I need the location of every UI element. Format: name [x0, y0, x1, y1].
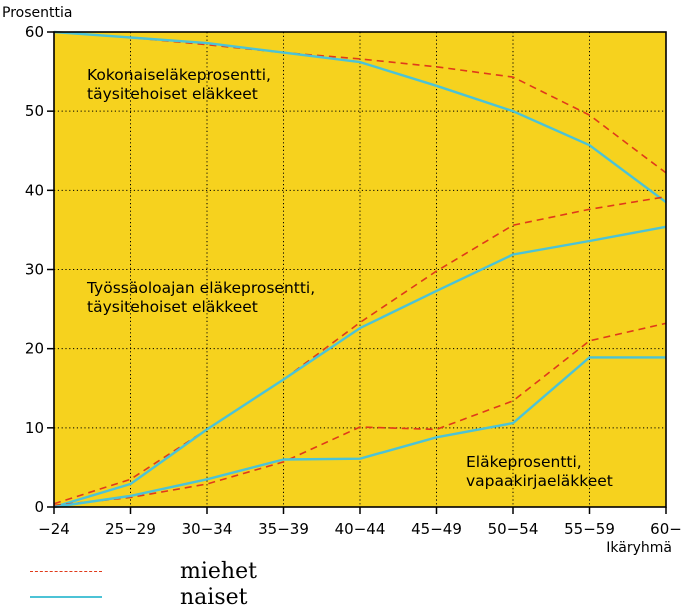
y-tick-label: 40: [25, 181, 44, 199]
y-tick-label: 20: [25, 340, 44, 358]
x-tick-label: 50−54: [488, 520, 539, 538]
x-tick-label: −24: [38, 520, 70, 538]
x-tick-label: 25−29: [105, 520, 156, 538]
series-line-naiset-1: [53, 30, 667, 204]
annotations: Kokonaiseläkeprosentti,täysitehoiset elä…: [86, 66, 613, 490]
annotation-line: Kokonaiseläkeprosentti,: [87, 66, 271, 84]
annotation-line: vapaakirjaeläkkeet: [466, 472, 613, 490]
y-tick-label: 0: [34, 498, 44, 516]
legend: miehet naiset: [30, 558, 257, 610]
y-axis-title: Prosenttia: [2, 5, 72, 21]
x-tick-label: 30−34: [182, 520, 233, 538]
x-tick-label: 35−39: [258, 520, 309, 538]
series-lines: [53, 30, 667, 509]
annotation-line: täysitehoiset eläkkeet: [87, 298, 258, 316]
x-axis-title: Ikäryhmä: [606, 540, 672, 556]
y-tick-label: 50: [25, 102, 44, 120]
series-line-naiset-3: [53, 356, 666, 509]
x-tick-label: 60−: [650, 520, 682, 538]
series-line-miehet-2: [53, 195, 667, 505]
annotation-line: täysitehoiset eläkkeet: [87, 85, 258, 103]
y-tick-label: 10: [25, 419, 44, 437]
series-line-miehet-3: [53, 322, 667, 507]
x-tick-label: 55−59: [564, 520, 615, 538]
legend-label-naiset: naiset: [180, 584, 248, 610]
legend-item-miehet: miehet: [30, 558, 257, 584]
legend-swatch-miehet: [30, 570, 102, 572]
legend-item-naiset: naiset: [30, 584, 257, 610]
axes: 0 10 20 30 40 50 60 −24 25−29 30−34 35−39 40−44 45−4…: [25, 23, 682, 538]
grid-lines: [54, 32, 666, 507]
x-tick-label: 45−49: [411, 520, 462, 538]
annotation-line: Eläkeprosentti,: [466, 453, 582, 471]
y-tick-label: 30: [25, 261, 44, 279]
line-chart: 0 10 20 30 40 50 60 −24 25−29 30−34 35−39 40−44 45−4…: [2, 5, 682, 556]
x-tick-label: 40−44: [335, 520, 386, 538]
legend-label-miehet: miehet: [180, 558, 257, 584]
annotation-line: Työssäoloajan eläkeprosentti,: [86, 279, 315, 297]
series-line-naiset-2: [53, 225, 667, 509]
legend-swatch-naiset: [30, 596, 102, 598]
y-tick-label: 60: [25, 23, 44, 41]
